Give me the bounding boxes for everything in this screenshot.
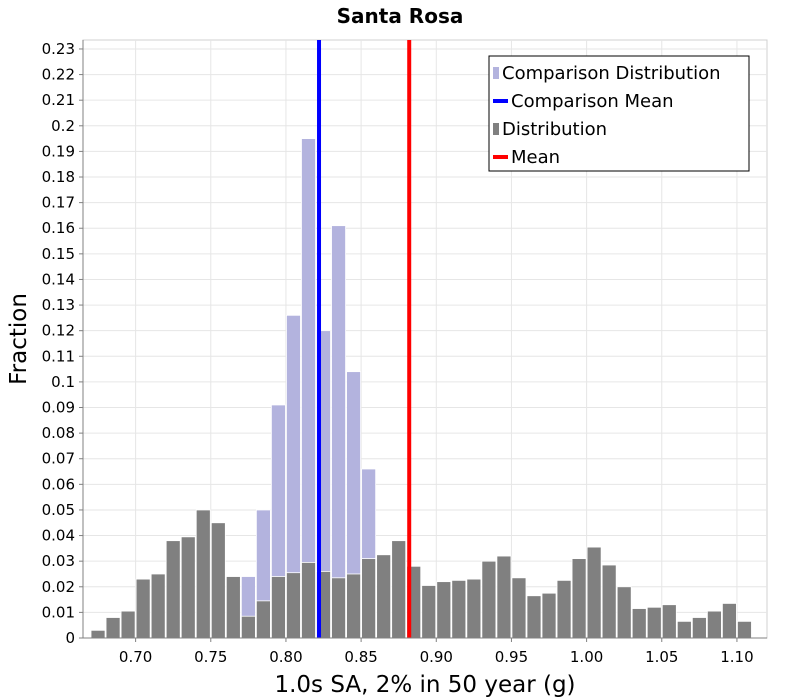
legend-label: Comparison Distribution bbox=[502, 63, 721, 84]
distribution-bar bbox=[616, 586, 632, 639]
y-tick-label: 0.1 bbox=[51, 373, 75, 391]
y-tick-label: 0.01 bbox=[42, 603, 75, 621]
distribution-bar bbox=[541, 592, 557, 639]
distribution-bar bbox=[601, 564, 617, 639]
distribution-bar bbox=[737, 620, 752, 639]
y-tick-label: 0.21 bbox=[42, 91, 75, 109]
distribution-bar bbox=[376, 554, 392, 639]
legend-label: Distribution bbox=[502, 119, 607, 140]
distribution-bar bbox=[210, 522, 226, 639]
x-axis-ticks: 0.70 0.75 0.80 0.85 0.90 0.95 1.00 1.05 1.10 bbox=[119, 638, 754, 666]
distribution-bar bbox=[691, 617, 707, 639]
y-tick-label: 0.15 bbox=[42, 245, 75, 263]
mean-lines bbox=[317, 40, 412, 638]
distribution-bar bbox=[286, 572, 301, 639]
distribution-bar bbox=[180, 536, 196, 639]
y-tick-label: 0.11 bbox=[42, 347, 75, 365]
distribution-bar bbox=[436, 581, 452, 639]
y-tick-label: 0.04 bbox=[42, 527, 75, 545]
distribution-bar bbox=[105, 617, 121, 639]
comparison-bar bbox=[331, 225, 346, 639]
chart-title: Santa Rosa bbox=[337, 4, 464, 28]
distribution-bar bbox=[661, 604, 677, 639]
x-tick-label: 0.85 bbox=[344, 648, 377, 666]
x-tick-label: 0.90 bbox=[420, 648, 453, 666]
distribution-bar bbox=[496, 555, 512, 639]
y-tick-label: 0.08 bbox=[42, 424, 75, 442]
distribution-bar bbox=[526, 595, 542, 639]
distribution-bar bbox=[646, 606, 662, 639]
distribution-bar bbox=[331, 577, 346, 639]
distribution-bar bbox=[451, 579, 467, 639]
y-tick-label: 0.13 bbox=[42, 296, 75, 314]
y-tick-label: 0.05 bbox=[42, 501, 75, 519]
distribution-bar bbox=[255, 600, 271, 639]
distribution-bar bbox=[271, 576, 286, 639]
legend-box bbox=[488, 55, 750, 172]
x-tick-label: 0.95 bbox=[495, 648, 528, 666]
x-tick-label: 1.05 bbox=[645, 648, 678, 666]
y-axis-ticks: 0 0.01 0.02 0.03 0.04 0.05 0.06 0.07 0.08 0.09 0.1… bbox=[42, 40, 83, 647]
distribution-bar bbox=[195, 509, 211, 639]
y-tick-label: 0.06 bbox=[42, 475, 75, 493]
legend-swatch bbox=[493, 67, 499, 79]
distribution-bar bbox=[346, 573, 362, 639]
y-tick-label: 0.09 bbox=[42, 399, 75, 417]
distribution-bar bbox=[556, 579, 572, 639]
distribution-bar bbox=[722, 603, 737, 639]
distribution-bar bbox=[571, 558, 587, 639]
legend-swatch bbox=[493, 123, 499, 135]
x-tick-label: 1.00 bbox=[570, 648, 603, 666]
distribution-bar bbox=[481, 560, 497, 639]
legend-label: Comparison Mean bbox=[511, 91, 674, 112]
y-tick-label: 0 bbox=[65, 629, 75, 647]
y-tick-label: 0.14 bbox=[42, 270, 75, 288]
y-tick-label: 0.18 bbox=[42, 168, 75, 186]
distribution-bar bbox=[225, 576, 241, 639]
distribution-bar bbox=[706, 610, 722, 639]
distribution-bar bbox=[631, 608, 647, 639]
distribution-bar bbox=[120, 610, 136, 639]
y-tick-label: 0.23 bbox=[42, 40, 75, 58]
distribution-bar bbox=[511, 577, 527, 639]
y-axis-title: Fraction bbox=[6, 293, 32, 385]
distribution-bar bbox=[391, 540, 407, 639]
distribution-bar bbox=[421, 585, 437, 639]
y-tick-label: 0.03 bbox=[42, 552, 75, 570]
distribution-bar bbox=[240, 615, 256, 639]
y-tick-label: 0.12 bbox=[42, 322, 75, 340]
y-tick-label: 0.16 bbox=[42, 219, 75, 237]
x-tick-label: 0.80 bbox=[269, 648, 302, 666]
y-tick-label: 0.17 bbox=[42, 194, 75, 212]
distribution-bar bbox=[301, 562, 316, 639]
y-tick-label: 0.2 bbox=[51, 117, 75, 135]
distribution-bar bbox=[150, 573, 166, 639]
distribution-bar bbox=[586, 546, 602, 639]
y-tick-label: 0.07 bbox=[42, 450, 75, 468]
distribution-bar bbox=[90, 629, 106, 639]
distribution-bar bbox=[165, 540, 181, 639]
distribution-bars bbox=[90, 509, 752, 639]
distribution-bar bbox=[466, 578, 482, 639]
y-tick-label: 0.02 bbox=[42, 578, 75, 596]
x-tick-label: 0.75 bbox=[194, 648, 227, 666]
legend: Comparison Distribution Comparison Mean Di… bbox=[488, 55, 750, 172]
distribution-bar bbox=[676, 620, 692, 639]
distribution-bar bbox=[135, 578, 151, 639]
x-tick-label: 0.70 bbox=[119, 648, 152, 666]
legend-label: Mean bbox=[511, 147, 560, 168]
x-tick-label: 1.10 bbox=[720, 648, 753, 666]
y-tick-label: 0.19 bbox=[42, 142, 75, 160]
x-axis-title: 1.0s SA, 2% in 50 year (g) bbox=[274, 672, 575, 698]
distribution-bar bbox=[361, 558, 377, 639]
y-tick-label: 0.22 bbox=[42, 66, 75, 84]
